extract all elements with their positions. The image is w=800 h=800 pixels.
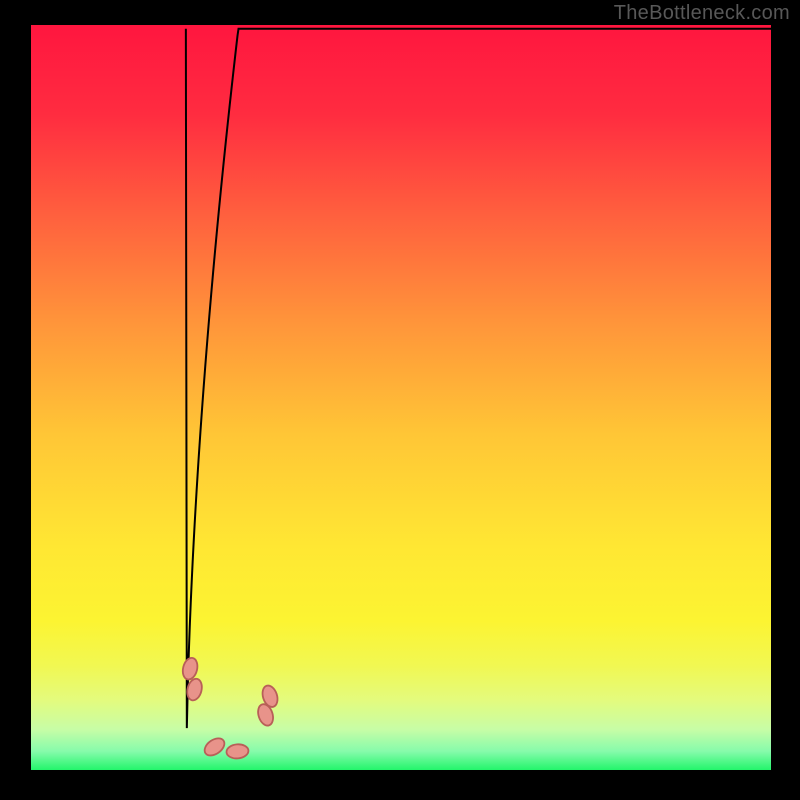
marker-0	[181, 656, 200, 681]
marker-3	[226, 743, 249, 759]
bottleneck-curve	[186, 29, 771, 728]
chart-svg	[0, 0, 800, 800]
marker-2	[201, 735, 227, 759]
watermark-text: TheBottleneck.com	[614, 2, 790, 25]
